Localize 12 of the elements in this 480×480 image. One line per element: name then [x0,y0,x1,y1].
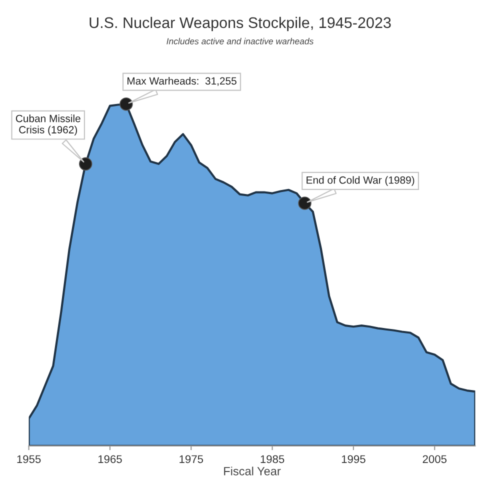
annotation: Max Warheads: 31,255 [128,77,236,86]
x-tick-label: 1995 [342,455,366,464]
chart-title: U.S. Nuclear Weapons Stockpile, 1945-2023 [90,16,391,32]
x-axis-title: Fiscal Year [224,466,281,476]
x-tick-label: 1955 [17,455,41,464]
annotation: Cuban Missile Crisis (1962) [16,114,80,136]
annotation: End of Cold War (1989) [306,176,414,186]
chart-subtitle: Includes active and inactive warheads [166,38,314,44]
x-tick-label: 1985 [260,455,284,464]
x-tick-label: 1975 [180,455,204,464]
x-tick-label: 2005 [422,455,447,464]
x-tick-label: 1965 [98,455,122,464]
